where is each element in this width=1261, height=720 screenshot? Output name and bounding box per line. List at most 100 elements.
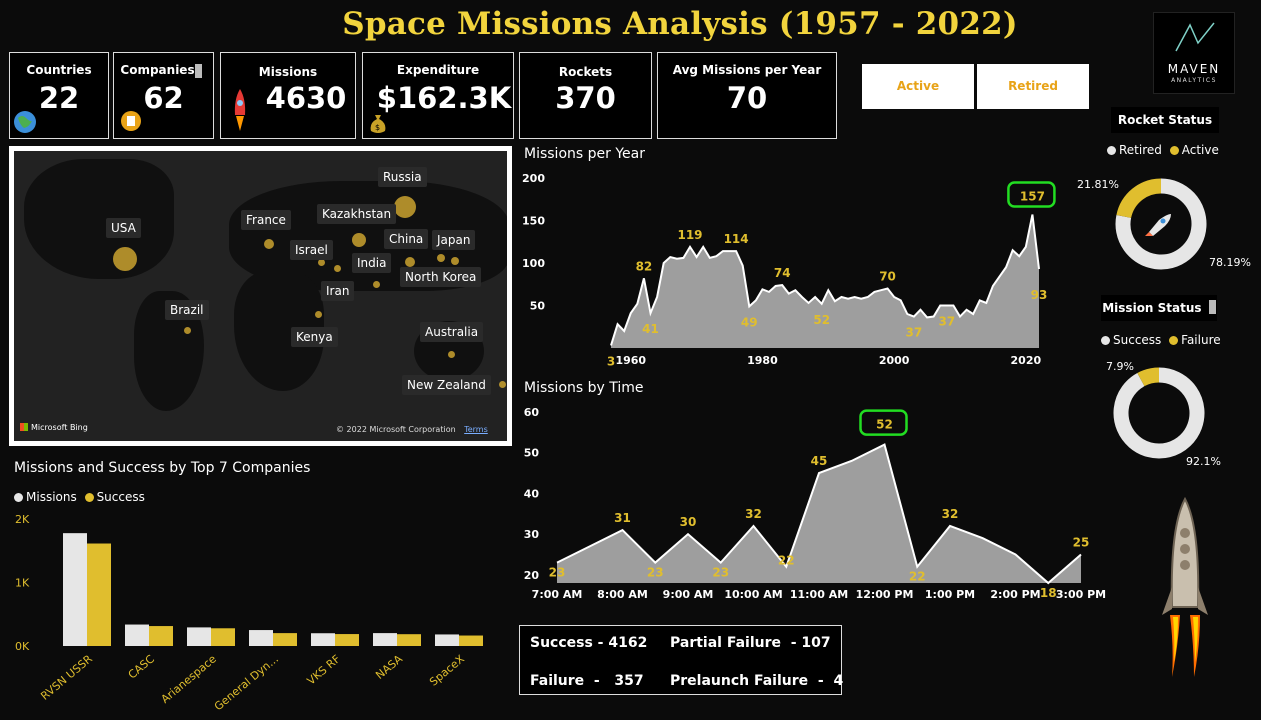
data-label: 157 [1020,190,1045,204]
map-bubble-india[interactable] [373,281,380,288]
data-label: 18 [1040,586,1057,600]
map-bubble-france[interactable] [264,239,274,249]
rocket-icon [234,89,246,131]
page-title: Space Missions Analysis (1957 - 2022) [342,6,1018,42]
map-bubble-north-korea[interactable] [451,257,459,265]
data-label: 70 [879,270,896,284]
world-map[interactable]: Russia France Kazakhstan USA Israel Chin… [9,146,512,446]
slicer-active-button[interactable]: Active [862,64,974,109]
bar-missions [435,634,459,646]
bar-missions [63,533,87,646]
rocket-status-donut[interactable] [1115,178,1207,270]
kpi-rockets: Rockets 370 [519,52,652,139]
missions-by-time-chart: 20 30 40 50 60 7:00 AM 8:00 AM 9:00 AM 10:00 AM 1… [524,406,1106,601]
x-tick-label: NASA [373,652,405,682]
kpi-expenditure: Expenditure $162.3K $ [362,52,514,139]
highlight-box [859,409,908,436]
data-label: 23 [647,566,664,580]
kpi-value: 4630 [265,81,347,115]
missions-per-year-chart: 50 100 150 200 1960 1980 2000 2020 3 82 41 119 114 49… [522,172,1056,368]
rocket-retired-pct: 78.19% [1209,256,1251,269]
bar-success [273,633,297,646]
y-tick-label: 20 [524,569,540,582]
donut-slice [1116,178,1162,219]
map-bubble-usa[interactable] [113,247,137,271]
map-label-new-zealand: New Zealand [402,375,491,395]
legend-swatch-retired [1107,146,1116,155]
kpi-label: Expenditure [396,63,480,77]
map-bubble-china[interactable] [405,257,415,267]
y-tick-label: 1K [15,577,30,590]
map-bubble-brazil[interactable] [184,327,191,334]
x-tick-label: 1:00 PM [925,588,975,601]
building-icon [121,111,141,131]
data-label: 52 [876,418,893,432]
x-tick-label: Arianespace [159,652,220,706]
map-bubble-russia[interactable] [394,196,416,218]
cursor-indicator [1208,300,1216,314]
data-label: 32 [745,507,762,521]
y-tick-label: 200 [522,172,545,185]
rocket-status-legend: Retired Active [1107,143,1219,157]
map-terms-link[interactable]: Terms [464,425,488,434]
map-label-usa: USA [106,218,141,238]
rocket-launch-icon [1145,214,1171,236]
highlight-box [1007,181,1056,208]
map-bubble-iran[interactable] [334,265,341,272]
x-tick-label: 2020 [1011,354,1042,367]
donut-slice [1113,367,1205,459]
data-label: 37 [906,326,923,340]
x-tick-label: 10:00 AM [724,588,782,601]
data-label: 37 [938,315,955,329]
area-fill [611,214,1039,348]
data-label: 22 [778,554,795,568]
x-tick-label: CASC [126,652,157,681]
bar-success [397,634,421,646]
legend-swatch-success [84,493,94,502]
map-label-india: India [352,253,392,273]
data-label: 23 [712,566,729,580]
money-bag-icon: $ [370,115,386,133]
y-tick-label: 30 [524,528,540,541]
donut-slice [1115,178,1207,270]
legend-swatch-failure [1169,336,1179,345]
kpi-value: 370 [555,81,616,115]
kpi-value: $162.3K [376,81,512,115]
y-tick-label: 0K [15,640,30,653]
map-bubble-australia[interactable] [448,351,455,358]
data-label: 31 [614,511,631,525]
mission-success-pct: 92.1% [1186,455,1221,468]
data-label: 45 [811,454,828,468]
map-label-australia: Australia [420,322,484,342]
kpi-label: Missions [258,65,318,79]
map-bubble-kenya[interactable] [315,311,322,318]
bar-success [335,634,359,646]
y-tick-label: 40 [524,487,540,500]
map-label-japan: Japan [432,230,476,250]
map-canvas[interactable]: Russia France Kazakhstan USA Israel Chin… [14,151,507,441]
bar-missions [373,633,397,646]
data-label: 74 [774,266,791,280]
map-bubble-kazakhstan[interactable] [352,233,366,247]
x-tick-label: General Dyn... [212,652,281,713]
kpi-avg-missions: Avg Missions per Year 70 [657,52,837,139]
map-bubble-new-zealand[interactable] [499,381,506,388]
map-bubble-israel[interactable] [318,259,325,266]
bar-success [149,626,173,646]
bar-missions [187,627,211,646]
logo-sub: ANALYTICS [1171,77,1217,84]
bar-missions [311,633,335,646]
rocket-status-title: Rocket Status [1111,107,1219,133]
rocket-illustration-icon [1162,497,1208,677]
map-bubble-japan[interactable] [437,254,445,262]
slicer-retired-button[interactable]: Retired [977,64,1089,109]
series-line [610,214,1040,346]
mission-status-donut[interactable] [1113,367,1205,459]
x-tick-label: 9:00 AM [663,588,714,601]
maven-logo-icon [1175,22,1215,52]
x-tick-label: SpaceX [427,652,467,689]
kpi-label: Companies [120,63,195,77]
map-label-kenya: Kenya [291,327,338,347]
x-tick-label: 1960 [615,354,646,367]
